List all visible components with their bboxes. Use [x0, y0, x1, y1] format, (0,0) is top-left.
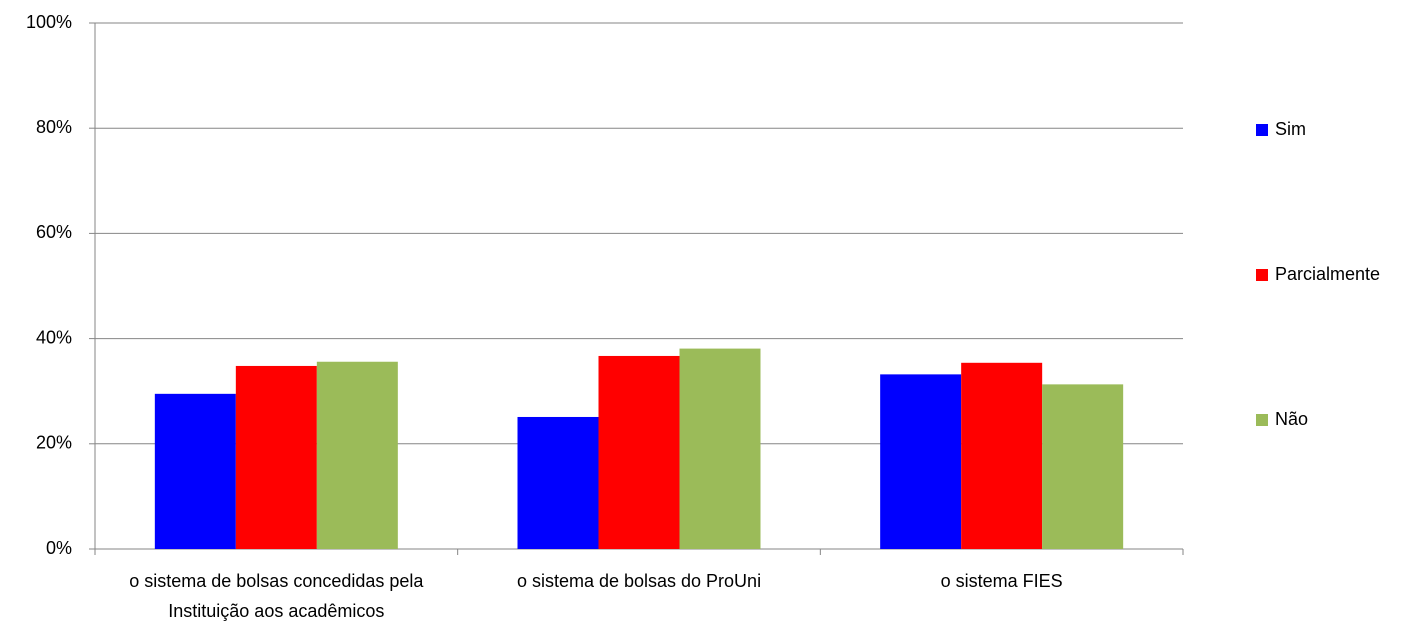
x-tick-label: o sistema FIES: [940, 571, 1063, 591]
x-tick-label: o sistema de bolsas do ProUni: [516, 571, 762, 591]
bar: [598, 355, 680, 549]
bar: [154, 393, 236, 549]
legend-swatch: [1256, 269, 1268, 281]
y-tick-label: 100%: [26, 12, 72, 32]
bar: [316, 361, 398, 549]
bar: [517, 416, 599, 549]
legend-swatch: [1256, 124, 1268, 136]
legend-swatch: [1256, 414, 1268, 426]
bar: [961, 362, 1043, 549]
y-tick-label: 80%: [36, 117, 72, 137]
bar: [235, 365, 317, 549]
bar: [679, 348, 761, 549]
y-tick-label: 40%: [36, 327, 72, 347]
legend-label: Sim: [1275, 119, 1306, 139]
y-tick-label: 0%: [46, 538, 72, 558]
bar: [880, 374, 962, 549]
y-tick-label: 60%: [36, 222, 72, 242]
y-tick-label: 20%: [36, 433, 72, 453]
legend-label: Parcialmente: [1275, 264, 1380, 284]
legend-label: Não: [1275, 409, 1308, 429]
x-tick-label: o sistema de bolsas concedidas pela Inst…: [129, 571, 424, 621]
bar: [1042, 384, 1124, 549]
